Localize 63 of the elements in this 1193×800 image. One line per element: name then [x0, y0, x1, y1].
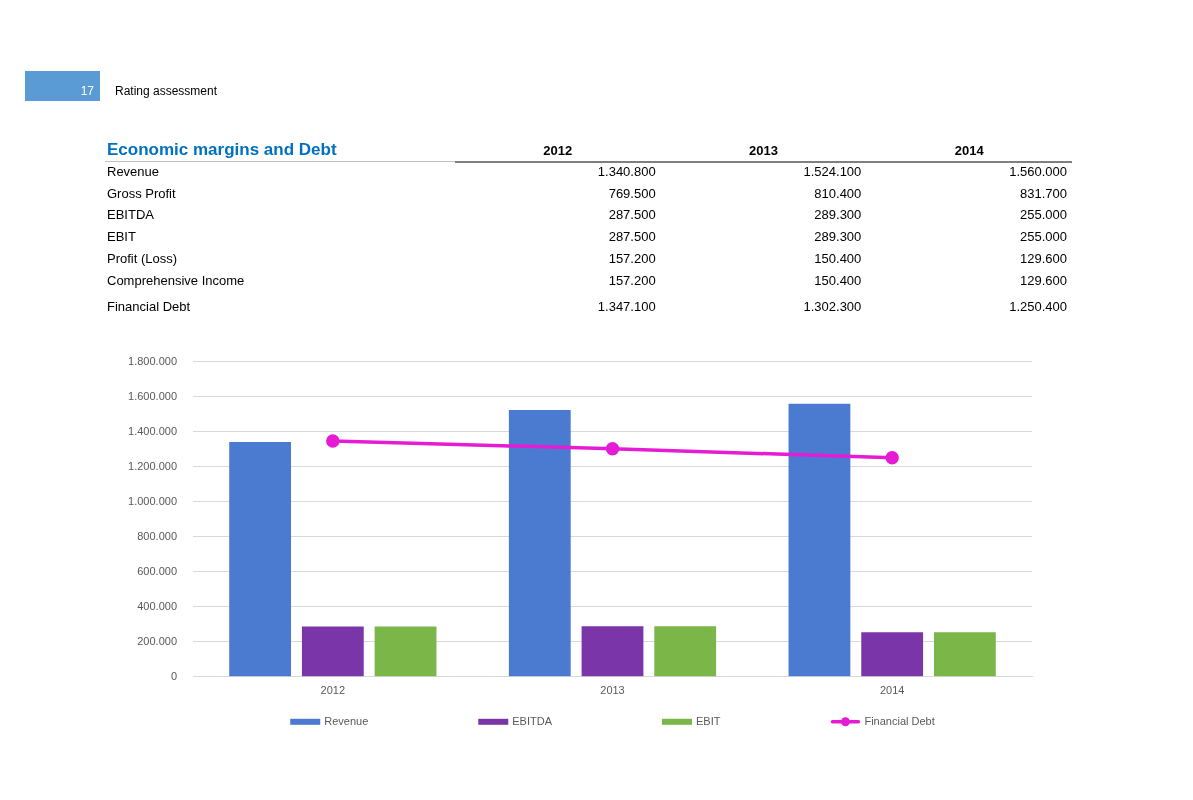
text: Comprehensive Income	[107, 272, 245, 288]
bar	[933, 632, 996, 677]
legend-label: EBIT	[696, 714, 721, 727]
legend-label: Revenue	[324, 714, 369, 727]
data-label: 129.600	[1020, 272, 1067, 288]
legend-label: EBITDA	[512, 714, 553, 727]
data-label: 1.524.100	[803, 163, 862, 180]
data-label: 289.300	[814, 228, 862, 245]
point	[326, 434, 340, 448]
bar	[788, 403, 851, 677]
text: EBITDA	[107, 206, 154, 223]
y-tick-label: 1.200.000	[128, 459, 177, 472]
data-label: 1.250.400	[1009, 298, 1067, 315]
bar	[861, 632, 924, 677]
data-label: 1.560.000	[1009, 163, 1067, 180]
data-label: 289.300	[814, 206, 862, 223]
bar	[229, 442, 292, 677]
text: Profit (Loss)	[107, 250, 178, 267]
bar	[374, 626, 437, 677]
y-tick-label: 600.000	[137, 564, 177, 577]
data-label: 1.347.100	[597, 298, 656, 315]
category-label: 2013	[749, 142, 778, 159]
data-label: 287.500	[608, 228, 656, 245]
text: Rating assessment	[115, 84, 218, 99]
text: EBIT	[107, 228, 136, 245]
y-tick-label: 1.600.000	[128, 389, 177, 402]
data-label: 1.340.800	[597, 163, 656, 180]
text: Revenue	[107, 163, 160, 180]
y-tick-label: 0	[170, 669, 177, 682]
bar	[301, 626, 364, 677]
y-tick-label: 1.000.000	[128, 494, 177, 507]
data-label: 150.400	[814, 250, 862, 267]
bar	[508, 409, 571, 677]
y-tick-label: 1.400.000	[128, 424, 177, 437]
data-label: 831.700	[1020, 185, 1067, 202]
data-label: 769.500	[608, 185, 656, 202]
data-label: 157.200	[608, 272, 656, 288]
text: 17	[80, 84, 94, 99]
data-label: 150.400	[814, 272, 862, 288]
y-tick-label: 200.000	[137, 634, 177, 647]
point	[885, 451, 899, 465]
bar	[581, 626, 644, 677]
data-label: 287.500	[608, 206, 656, 223]
text: Gross Profit	[107, 185, 176, 202]
y-tick-label: 400.000	[137, 599, 177, 612]
data-label: 1.302.300	[803, 298, 862, 315]
category-label: 2014	[954, 142, 984, 159]
text: Financial Debt	[107, 298, 191, 315]
x-tick-label: 2013	[600, 684, 625, 697]
y-tick-label: 800.000	[137, 529, 177, 542]
legend-label: Financial Debt	[864, 714, 935, 727]
data-label: 157.200	[608, 250, 656, 267]
x-tick-label: 2012	[320, 684, 346, 697]
data-label: 129.600	[1020, 250, 1067, 267]
data-label: 255.000	[1020, 206, 1067, 223]
bar	[654, 626, 717, 677]
data-label: 255.000	[1020, 228, 1067, 245]
point	[605, 442, 620, 456]
x-tick-label: 2014	[879, 684, 905, 697]
y-tick-label: 1.800.000	[128, 354, 177, 367]
category-label: 2012	[543, 142, 573, 159]
text: Economic margins and Debt	[107, 140, 337, 160]
data-label: 810.400	[814, 185, 862, 202]
